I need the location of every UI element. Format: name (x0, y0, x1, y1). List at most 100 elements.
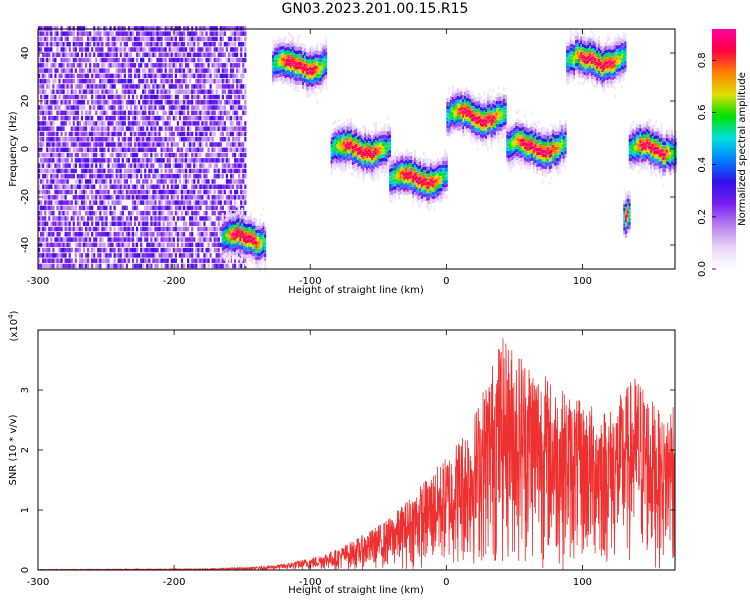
spectrogram-cell (314, 92, 317, 97)
spectrogram-cell (70, 205, 73, 211)
spectrogram-cell (255, 226, 258, 230)
spectrogram-cell (257, 244, 260, 249)
spectrogram-cell (99, 168, 102, 174)
spectrogram-cell (42, 258, 45, 263)
spectrogram-cell (95, 31, 98, 36)
spectrogram-cell (318, 81, 321, 86)
spectrogram-cell (335, 144, 338, 148)
spectrogram-cell (244, 68, 247, 73)
spectrogram-cell (244, 216, 247, 221)
spectrogram-cell (307, 71, 310, 76)
spectrogram-cell (142, 89, 145, 94)
spectrogram-cell (91, 253, 94, 258)
spectrogram-cell (185, 47, 188, 52)
spectrogram-cell (207, 47, 210, 52)
spectrogram-cell (99, 158, 102, 163)
spectrogram-cell (152, 126, 155, 131)
spectrogram-cell (253, 232, 256, 237)
spectrogram-cell (182, 115, 186, 121)
spectrogram-cell (148, 173, 151, 179)
spectrogram-cell (219, 142, 222, 147)
spectrogram-cell (390, 183, 393, 187)
spectrogram-cell (76, 31, 79, 36)
spectrogram-cell (217, 258, 220, 263)
spectrogram-cell (95, 121, 98, 126)
spectrogram-cell (115, 36, 118, 42)
spectrogram-cell (158, 137, 161, 142)
spectrogram-cell (74, 105, 77, 110)
spectrogram-cell (164, 47, 167, 52)
spectrogram-cell (332, 148, 335, 152)
spectrogram-cell (316, 77, 319, 82)
spectrogram-cell (185, 73, 188, 79)
spectrogram-cell (101, 179, 104, 184)
spectrogram-cell (239, 226, 242, 230)
spectrogram-cell (87, 168, 90, 174)
spectrogram-cell (164, 63, 167, 68)
spectrogram-cell (144, 68, 147, 73)
spectrogram-cell (286, 73, 289, 78)
spectrogram-cell (275, 74, 278, 78)
spectrogram-cell (148, 195, 151, 200)
spectrogram-cell (168, 263, 171, 269)
spectrogram-cell (394, 178, 397, 182)
spectrogram-cell (87, 110, 90, 116)
spectrogram-cell (115, 89, 118, 94)
spectrogram-cell (231, 195, 235, 200)
spectrogram-cell (234, 225, 237, 229)
spectrogram-cell (197, 137, 200, 142)
spectrogram-cell (91, 84, 94, 89)
spectrogram-cell (230, 217, 233, 222)
spectrogram-cell (62, 253, 65, 258)
spectrogram-cell (68, 57, 71, 63)
spectrogram-cell (381, 138, 384, 143)
spectrogram-cell (291, 39, 294, 43)
spectrogram-cell (344, 163, 347, 167)
spectrogram-cell (52, 84, 55, 89)
spectrogram-cell (376, 176, 379, 180)
spectrogram-cell (232, 228, 235, 233)
spectrogram-cell (221, 205, 224, 211)
spectrogram-cell (115, 73, 118, 79)
spectrogram-cell (205, 142, 208, 147)
spectrogram-cell (373, 165, 376, 170)
spectrogram-cell (201, 36, 204, 42)
spectrogram-cell (80, 126, 84, 131)
spectrogram-cell (332, 156, 335, 160)
spectrogram-cell (152, 47, 155, 52)
spectrogram-cell (325, 78, 328, 83)
spectrogram-cell (50, 63, 53, 68)
spectrogram-cell (182, 110, 186, 116)
spectrogram-cell (148, 47, 151, 52)
spectrogram-cell (389, 157, 392, 161)
spectrogram-cell (211, 137, 214, 142)
spectrogram-cell (70, 158, 73, 163)
spectrogram-cell (150, 195, 153, 200)
spectrogram-cell (211, 226, 214, 232)
spectrogram-cell (87, 232, 90, 237)
spectrogram-cell (113, 131, 116, 137)
spectrogram-cell (231, 63, 235, 68)
spectrogram-cell (302, 46, 305, 51)
spectrogram-cell (238, 89, 241, 94)
spectrogram-cell (72, 263, 75, 269)
spectrogram-cell (60, 195, 63, 200)
spectrogram-cell (103, 210, 106, 216)
spectrogram-cell (273, 71, 276, 75)
spectrogram-cell (273, 67, 276, 71)
spectrogram-cell (199, 189, 202, 195)
spectrogram-cell (178, 68, 182, 73)
spectrogram-cell (262, 245, 265, 250)
spectrogram-cell (144, 210, 147, 216)
spectrogram-cell (146, 216, 149, 221)
spectrogram-cell (129, 226, 133, 232)
spectrogram-cell (238, 68, 241, 73)
spectrogram-cell (38, 131, 41, 137)
spectrogram-cell (62, 210, 65, 216)
spectrogram-cell (162, 57, 165, 63)
spectrogram-cell (50, 163, 53, 168)
spectrogram-cell (325, 40, 328, 45)
spectrogram-cell (160, 237, 163, 242)
spectrogram-cell (178, 115, 182, 121)
spectrogram-cell (311, 64, 314, 68)
